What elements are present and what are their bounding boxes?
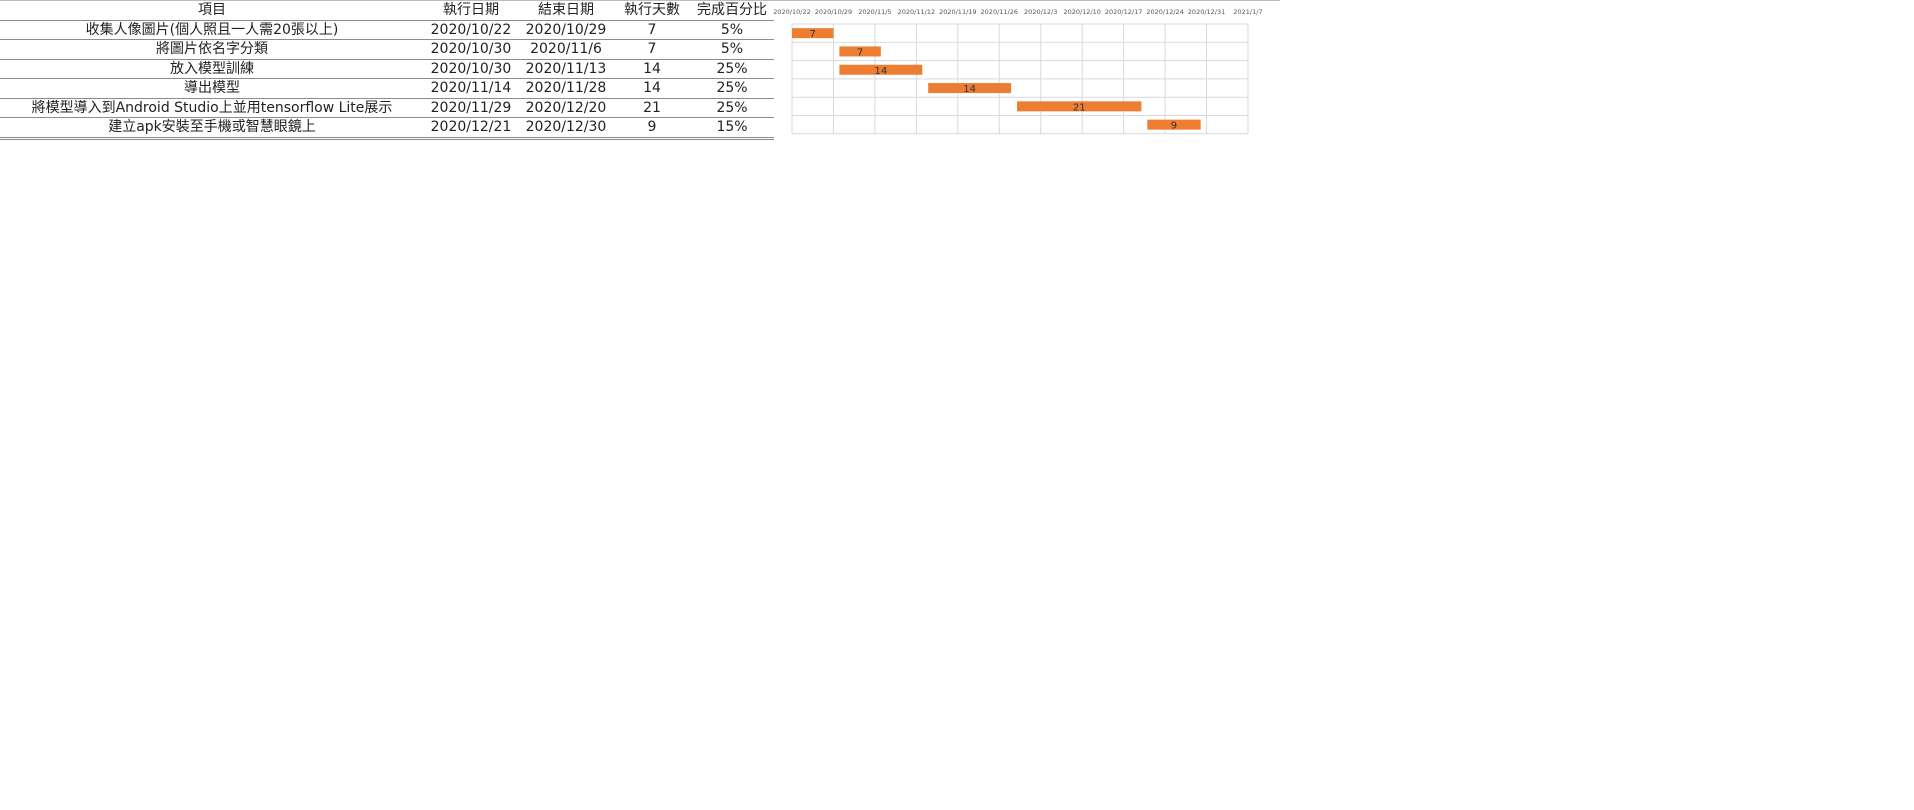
duration: 21: [614, 98, 690, 118]
gantt-bar: [1147, 119, 1201, 130]
table-row: 導出模型 2020/11/14 2020/11/28 14 25%: [0, 78, 774, 99]
schedule-table: 項目 執行日期 結束日期 執行天數 完成百分比 收集人像圖片(個人照且一人需20…: [0, 1, 774, 140]
x-tick-label: 2020/12/10: [1063, 8, 1100, 16]
x-tick-label: 2020/12/31: [1188, 8, 1225, 16]
table-row: 將模型導入到Android Studio上並用tensorflow Lite展示…: [0, 98, 774, 118]
task-name: 將圖片依名字分類: [0, 39, 424, 60]
header-task: 項目: [0, 1, 424, 21]
percent-complete: 5%: [690, 39, 774, 60]
header-start-date: 執行日期: [424, 1, 518, 21]
task-name: 放入模型訓練: [0, 59, 424, 79]
task-name: 導出模型: [0, 78, 424, 99]
bar-label: 21: [1073, 102, 1086, 113]
gantt-chart: 2020/10/22 2020/10/29 2020/11/5 2020/11/12 2…: [773, 8, 1263, 135]
end-date: 2020/10/29: [518, 20, 614, 40]
percent-complete: 25%: [690, 78, 774, 99]
duration: 14: [614, 59, 690, 79]
table-header-row: 項目 執行日期 結束日期 執行天數 完成百分比: [0, 1, 774, 21]
bar-label: 14: [963, 84, 976, 95]
percent-complete: 25%: [690, 59, 774, 79]
start-date: 2020/12/21: [424, 117, 518, 140]
gantt-bar: [1017, 101, 1142, 112]
x-tick-label: 2020/11/19: [939, 8, 976, 16]
duration: 9: [614, 117, 690, 140]
table-row: 收集人像圖片(個人照且一人需20張以上) 2020/10/22 2020/10/…: [0, 20, 774, 40]
x-tick-label: 2020/12/3: [1024, 8, 1057, 16]
gantt-bar: [839, 64, 923, 75]
percent-complete: 15%: [690, 117, 774, 140]
table-row: 建立apk安裝至手機或智慧眼鏡上 2020/12/21 2020/12/30 9…: [0, 117, 774, 140]
end-date: 2020/11/6: [518, 39, 614, 60]
x-tick-label: 2020/11/26: [981, 8, 1018, 16]
bar-label: 7: [810, 29, 816, 40]
start-date: 2020/10/30: [424, 59, 518, 79]
bar-label: 9: [1171, 121, 1177, 132]
duration: 7: [614, 39, 690, 60]
gantt-bar: [928, 83, 1012, 94]
end-date: 2020/11/13: [518, 59, 614, 79]
start-date: 2020/10/30: [424, 39, 518, 60]
duration: 14: [614, 78, 690, 99]
table-row: 放入模型訓練 2020/10/30 2020/11/13 14 25%: [0, 59, 774, 79]
x-tick-label: 2020/12/17: [1105, 8, 1142, 16]
bar-label: 14: [874, 66, 887, 77]
bar-label: 7: [857, 47, 863, 58]
task-name: 建立apk安裝至手機或智慧眼鏡上: [0, 117, 424, 140]
start-date: 2020/11/14: [424, 78, 518, 99]
header-percent: 完成百分比: [690, 1, 774, 21]
task-name: 收集人像圖片(個人照且一人需20張以上): [0, 20, 424, 40]
x-tick-label: 2020/11/12: [898, 8, 935, 16]
start-date: 2020/11/29: [424, 98, 518, 118]
task-name: 將模型導入到Android Studio上並用tensorflow Lite展示: [0, 98, 424, 118]
gantt-bar: [792, 28, 834, 39]
x-tick-label: 2020/11/5: [858, 8, 891, 16]
top-border-line: [0, 0, 1280, 1]
end-date: 2020/12/30: [518, 117, 614, 140]
end-date: 2020/11/28: [518, 78, 614, 99]
x-tick-label: 2021/1/7: [1233, 8, 1262, 16]
percent-complete: 5%: [690, 20, 774, 40]
header-end-date: 結束日期: [518, 1, 614, 21]
duration: 7: [614, 20, 690, 40]
end-date: 2020/12/20: [518, 98, 614, 118]
percent-complete: 25%: [690, 98, 774, 118]
x-tick-label: 2020/10/29: [815, 8, 852, 16]
table-row: 將圖片依名字分類 2020/10/30 2020/11/6 7 5%: [0, 39, 774, 60]
header-duration: 執行天數: [614, 1, 690, 21]
x-tick-label: 2020/10/22: [773, 8, 810, 16]
start-date: 2020/10/22: [424, 20, 518, 40]
gantt-bar: [839, 46, 881, 57]
x-tick-label: 2020/12/24: [1146, 8, 1183, 16]
